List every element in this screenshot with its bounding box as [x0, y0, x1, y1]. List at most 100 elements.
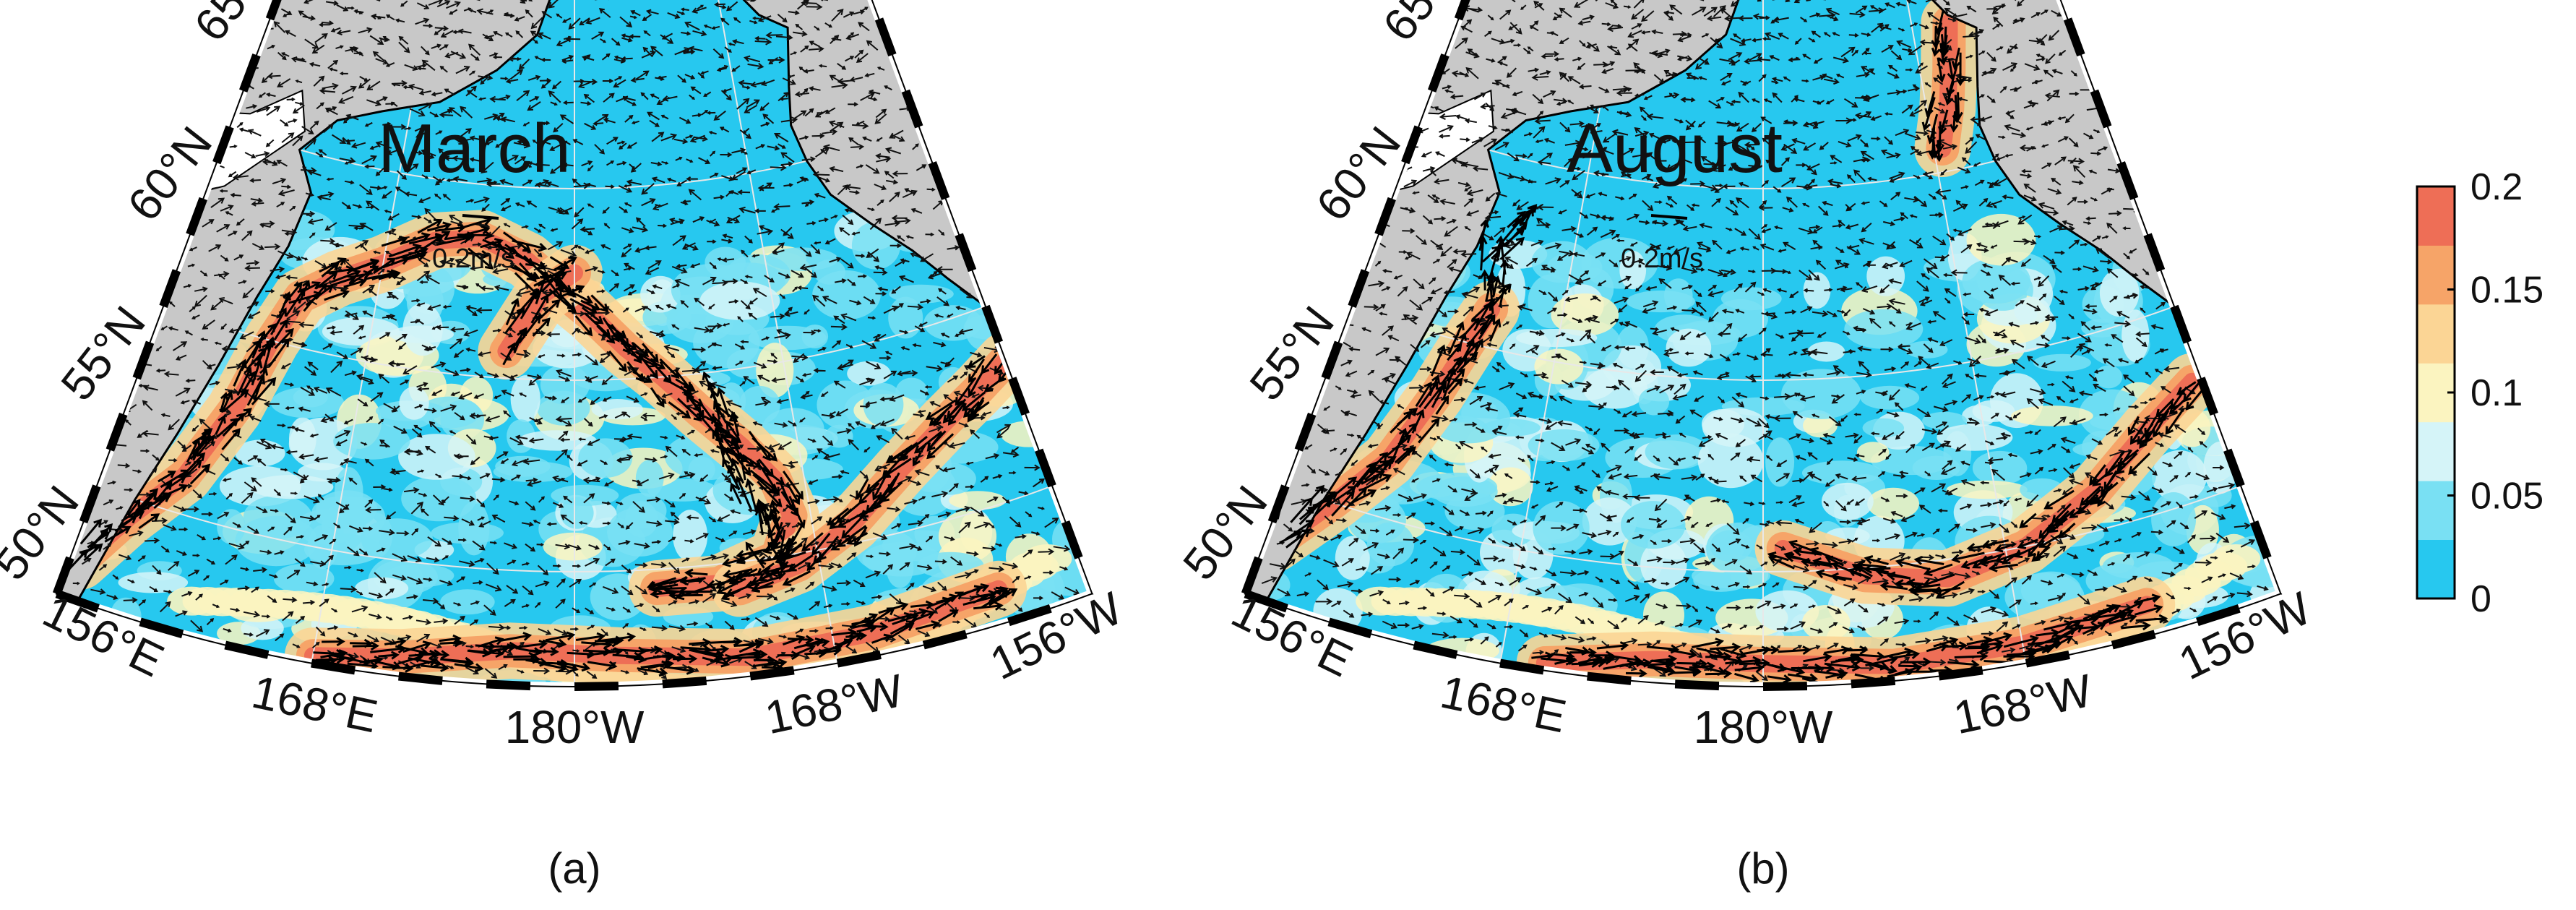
speed-blob	[1664, 278, 1693, 313]
speed-blob	[1640, 540, 1687, 590]
speed-blob	[1534, 348, 1584, 385]
speed-blob	[1528, 429, 1600, 462]
speed-blob	[217, 509, 246, 544]
colorbar-swatch	[2417, 481, 2455, 540]
speed-blob	[2099, 268, 2140, 317]
speed-blob	[360, 512, 393, 558]
lon-tick-label: 168°E	[248, 666, 382, 743]
frame-outline-inner	[1244, 0, 2282, 688]
colorbar-swatch	[2417, 186, 2455, 246]
colorbar-tick-labels: 0 0.05 0.1 0.15 0.2	[2447, 166, 2543, 620]
speed-blob	[578, 438, 633, 478]
speed-blob	[1366, 522, 1415, 567]
speed-blob	[2081, 319, 2122, 338]
speed-blob	[1807, 341, 1845, 362]
speed-blob	[640, 275, 681, 313]
speed-blob	[401, 476, 477, 522]
speed-blob	[1801, 460, 1882, 486]
vector-arrows-strong	[1261, 9, 2203, 687]
panel-march: 0.2m/s March 50°N55°N60°N65°N 156°E168°E…	[0, 0, 1131, 893]
map-frame	[52, 0, 1097, 691]
speed-blob	[2033, 353, 2091, 372]
speed-blob	[2011, 405, 2093, 426]
speed-blob	[2014, 296, 2051, 325]
speed-blob	[756, 343, 794, 398]
panel-label: (b)	[1736, 844, 1789, 893]
speed-blob	[250, 475, 334, 499]
speed-blob	[1022, 544, 1072, 573]
frame-outline-inner	[56, 0, 1093, 688]
colorbar-swatch	[2417, 421, 2455, 481]
speed-blob	[1551, 293, 1619, 336]
speed-blob	[923, 305, 983, 341]
speed-blob	[1720, 287, 1782, 311]
colorbar-swatch	[2417, 539, 2455, 599]
speed-blob	[1781, 369, 1861, 419]
speed-blob	[510, 375, 540, 423]
land-asia	[1245, 0, 1744, 648]
speed-blob	[1962, 405, 1996, 427]
speed-blob	[889, 284, 954, 304]
speed-blob	[1844, 309, 1924, 349]
speed-blob	[1710, 530, 1753, 562]
speed-blob	[673, 510, 708, 562]
colorbar-swatches	[2417, 186, 2455, 599]
colorbar-swatch	[2417, 304, 2455, 364]
speed-blob	[949, 491, 1007, 510]
speed-blob	[389, 325, 454, 343]
colorbar-tick-label: 0.1	[2471, 372, 2523, 414]
speed-blob	[398, 434, 475, 480]
current-core	[497, 264, 583, 361]
speed-blob	[1866, 256, 1905, 296]
speed-blob	[440, 589, 495, 615]
speed-blob	[1803, 413, 1838, 438]
speed-blob	[118, 572, 189, 593]
speed-blob	[738, 385, 780, 425]
speed-blob	[1905, 340, 1948, 359]
vector-arrows-strong	[66, 216, 1019, 679]
speed-blob	[1666, 328, 1712, 367]
scale-arrow-label: 0.2m/s	[432, 244, 514, 274]
speed-blob	[1856, 442, 1890, 463]
speed-blob	[1645, 434, 1709, 470]
graticule	[1285, 0, 2241, 687]
speed-blob	[551, 484, 619, 507]
lon-tick-label: 180°W	[505, 701, 645, 753]
speed-blob	[938, 510, 997, 562]
speed-blob	[1862, 418, 1904, 438]
scale-arrow: 0.2m/s	[1621, 214, 1703, 274]
speed-blob	[699, 281, 780, 320]
speed-blob	[1531, 241, 1592, 283]
speed-blob	[1803, 272, 1831, 309]
speed-blob	[1697, 433, 1764, 489]
month-title: March	[378, 110, 571, 187]
speed-blob	[1516, 328, 1598, 348]
speed-blob	[2211, 544, 2261, 573]
scale-arrow-label: 0.2m/s	[1621, 244, 1703, 274]
speed-blob	[1702, 408, 1745, 439]
lon-tick-label: 168°E	[1436, 666, 1571, 743]
speed-blob	[1946, 480, 2028, 499]
speed-blob	[2121, 309, 2150, 362]
colorbar-tick-label: 0.15	[2471, 270, 2543, 312]
speed-blob	[1972, 450, 2028, 486]
speed-blob	[2094, 365, 2123, 389]
map-frame	[1241, 0, 2286, 691]
colorbar-tick-label: 0	[2471, 578, 2491, 620]
speed-blob	[431, 522, 504, 544]
map-area	[1245, 0, 2281, 687]
colorbar-swatch	[2417, 245, 2455, 305]
panel-august: 0.2m/s August 50°N55°N60°N65°N 156°E168°…	[1173, 0, 2319, 893]
colorbar: 0 0.05 0.1 0.15 0.2	[2416, 166, 2543, 620]
graticule-lon	[701, 0, 838, 664]
speed-blob	[1962, 258, 2031, 304]
speed-blob	[517, 430, 597, 451]
speed-blob	[399, 386, 429, 420]
scale-arrow: 0.2m/s	[432, 214, 514, 274]
vector-arrows-background	[1261, 0, 2269, 682]
colorbar-tick-label: 0.2	[2471, 166, 2523, 208]
speed-blob	[1922, 411, 1968, 430]
speed-blob	[1638, 387, 1670, 416]
month-title: August	[1567, 110, 1783, 187]
